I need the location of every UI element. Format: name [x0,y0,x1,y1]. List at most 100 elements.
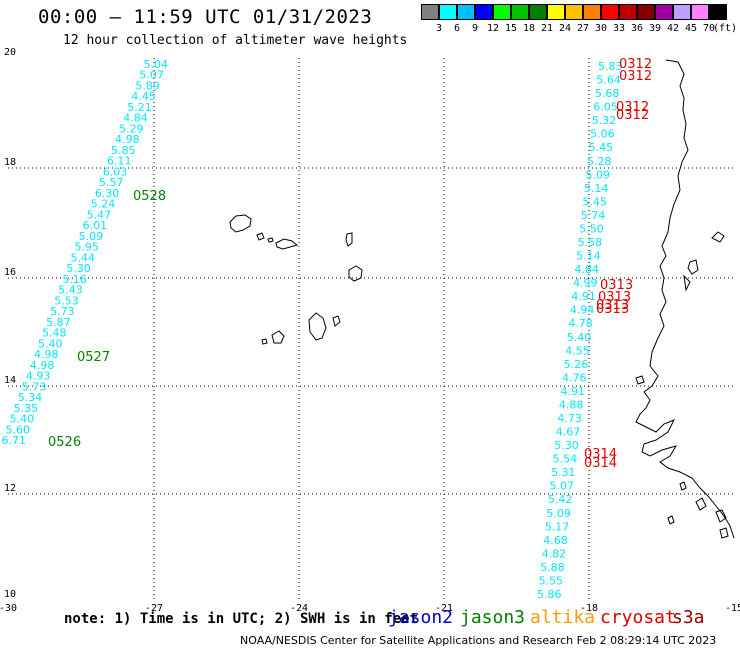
wave-height-value: 5.40 [567,331,592,344]
island-boa-vista [348,265,363,282]
wave-height-value: 5.89 [135,79,160,92]
wave-height-value: 5.58 [578,236,603,249]
coast-islet-1 [635,375,645,385]
grid-lines [8,58,734,600]
wave-height-value: 5.64 [596,74,621,87]
legend-label: 15 [504,23,518,34]
legend-label: 27 [576,23,590,34]
wave-height-value: 4.78 [568,317,593,330]
wave-height-value: 6.01 [83,219,108,232]
legend-swatch [439,4,457,20]
wave-height-value: 5.73 [22,380,47,393]
pass-time-label: 0528 [133,189,166,204]
wave-height-value: 5.30 [554,439,579,452]
wave-height-value: 5.28 [587,155,612,168]
coast-inlet-2 [687,259,699,275]
legend-label: 6 [453,23,461,34]
x-tick-label: -30 [0,603,17,614]
y-tick-label: 16 [4,267,16,278]
legend-swatch [709,4,727,20]
pass-time-label: 0313 [596,298,629,313]
island-sal [345,232,353,247]
wave-height-value: 4.76 [562,371,587,384]
legend-swatch [493,4,511,20]
wave-height-value: 5.21 [127,101,152,114]
legend-swatch [601,4,619,20]
wave-height-value: 4.55 [565,344,590,357]
legend-swatch [475,4,493,20]
wave-height-value: 5.40 [10,413,35,426]
wave-height-value: 5.44 [70,251,95,264]
legend-swatch [421,4,439,20]
legend-swatch [547,4,565,20]
wave-height-value: 5.74 [581,209,606,222]
satellite-legend-item: s3a [672,607,705,628]
legend-swatch [565,4,583,20]
pass-time-label: 0527 [77,350,110,365]
wave-height-value: 5.06 [590,128,615,141]
pass-time-label: 0312 [619,69,652,84]
wave-height-value: 5.43 [58,284,83,297]
satellite-legend-item: cryosat [600,607,676,628]
wave-height-value: 4.73 [557,412,582,425]
wave-height-value: 5.24 [91,198,116,211]
wave-height-value: 4.88 [559,398,584,411]
wave-height-value: 5.16 [62,273,87,286]
coast-inlet-1 [711,231,725,243]
x-tick-label: -21 [435,603,453,614]
wave-height-value: 4.84 [123,112,148,125]
wave-height-value: 5.86 [537,588,562,601]
legend-label: 70 [702,23,716,34]
pass-time-label: 0312 [616,108,649,123]
coast-islet-6 [719,527,729,539]
wave-height-value: 5.95 [75,241,100,254]
legend-label: 39 [648,23,662,34]
wave-height-value: 5.31 [551,466,576,479]
island-brava [261,338,268,345]
page-subtitle: 12 hour collection of altimeter wave hei… [63,33,408,48]
wave-height-value: 5.54 [553,453,578,466]
pass-time-label: 0313 [598,290,631,305]
wave-height-value: 6.71 [2,434,27,447]
legend-swatch [511,4,529,20]
wave-height-value: 5.87 [46,316,71,329]
island-santiago [308,312,327,341]
wave-height-value: 5.83 [598,60,623,73]
legend-label: 45 [684,23,698,34]
axis-tick-labels: -30 -27 -24 -21 -18 -15 20 18 16 14 12 10 [0,47,740,614]
coastline [229,59,735,539]
y-tick-label: 10 [4,589,16,600]
pass-time-label: 0526 [48,435,81,450]
wave-height-value: 5.57 [99,176,124,189]
wave-height-value: 5.68 [595,87,620,100]
wave-height-value: 4.91 [571,290,596,303]
legend-label: 36 [630,23,644,34]
legend-swatch [457,4,475,20]
wave-height-value: 5.26 [564,358,589,371]
wave-height-value: 5.50 [579,222,604,235]
wave-height-value: 6.11 [107,155,132,168]
legend-swatch [691,4,709,20]
x-tick-label: -24 [290,603,308,614]
x-tick-label: -27 [145,603,163,614]
legend-label: 33 [612,23,626,34]
wave-height-value: 5.07 [550,480,575,493]
wave-height-value: 4.98 [30,359,55,372]
satellite-legend-item: altika [530,607,596,628]
wave-height-value: 6.03 [103,165,128,178]
legend-swatch [619,4,637,20]
wave-height-value: 5.48 [42,327,67,340]
wave-height-value: 5.73 [50,305,75,318]
note-text: note: 1) Time is in UTC; 2) SWH is in fe… [64,611,419,627]
wave-height-value: 5.45 [589,141,614,154]
coast-inlet-3 [683,274,691,292]
island-sao-nicolau [275,238,299,250]
wave-height-value: 5.88 [540,561,565,574]
coast-islet-5 [667,515,675,525]
wave-height-value: 4.67 [556,426,581,439]
wave-height-value: 5.07 [139,69,164,82]
wave-height-value: 5.40 [38,337,63,350]
page-title: 00:00 — 11:59 UTC 01/31/2023 [38,6,373,28]
legend-label: 30 [594,23,608,34]
satellite-legend-item: jason3 [460,607,526,628]
